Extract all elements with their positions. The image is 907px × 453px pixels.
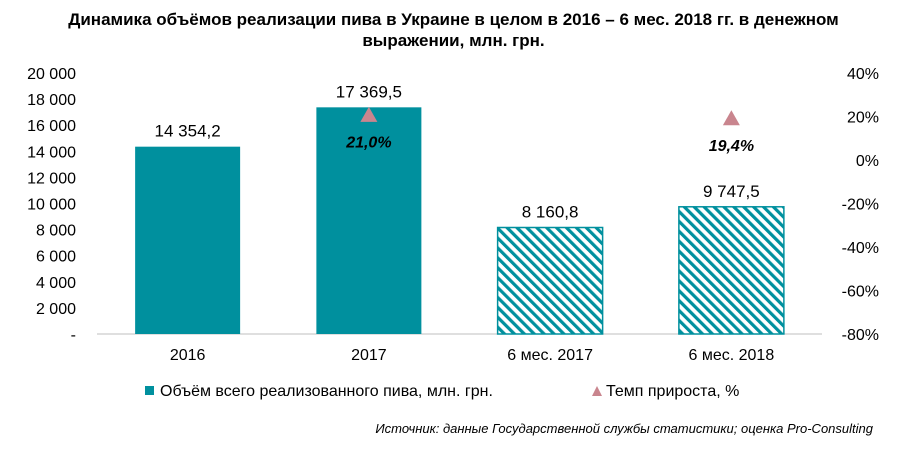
chart-title-line2: выражении, млн. грн. [362,31,545,50]
legend-bar-label: Объём всего реализованного пива, млн. гр… [160,383,493,400]
y-right-tick-label: 0% [856,153,879,170]
chart-title: Динамика объёмов реализации пива в Украи… [0,9,907,51]
x-tick-label: 6 мес. 2018 [689,347,775,364]
legend-marker-swatch [592,386,602,396]
x-tick-label: 6 мес. 2017 [507,347,593,364]
y-right-tick-label: 40% [847,66,879,83]
growth-value-label: 21,0% [345,134,391,151]
y-left-tick-label: - [71,327,76,344]
bar-value-label: 14 354,2 [155,122,221,141]
chart-title-line1: Динамика объёмов реализации пива в Украи… [68,10,839,29]
y-left-tick-label: 12 000 [27,170,76,187]
y-left-tick-label: 14 000 [27,144,76,161]
bar-value-label: 8 160,8 [522,203,579,222]
y-right-tick-label: -20% [842,197,879,214]
bar [678,206,785,335]
bar [316,107,422,334]
bar-value-label: 17 369,5 [336,82,402,101]
x-tick-label: 2016 [170,347,206,364]
legend-bar-swatch [145,386,154,395]
y-left-tick-label: 8 000 [36,223,76,240]
growth-value-label: 19,4% [709,138,754,155]
source-note: Источник: данные Государственной службы … [375,421,873,436]
y-left-tick-label: 16 000 [27,118,76,135]
y-left-tick-label: 20 000 [27,66,76,83]
bar-value-label: 9 747,5 [703,182,760,201]
growth-marker [722,110,740,126]
y-right-tick-label: -80% [842,327,879,344]
y-right-tick-label: -40% [842,240,879,257]
bar [135,146,241,334]
bar [496,226,604,335]
growth-marker [360,106,378,122]
x-tick-label: 2017 [351,347,387,364]
y-left-tick-label: 4 000 [36,275,76,292]
legend-marker-label: Темп прироста, % [606,383,739,400]
y-left-tick-label: 2 000 [36,301,76,318]
y-right-tick-label: -60% [842,284,879,301]
y-right-tick-label: 20% [847,110,879,127]
y-left-tick-label: 10 000 [27,197,76,214]
y-left-tick-label: 18 000 [27,92,76,109]
y-left-tick-label: 6 000 [36,249,76,266]
